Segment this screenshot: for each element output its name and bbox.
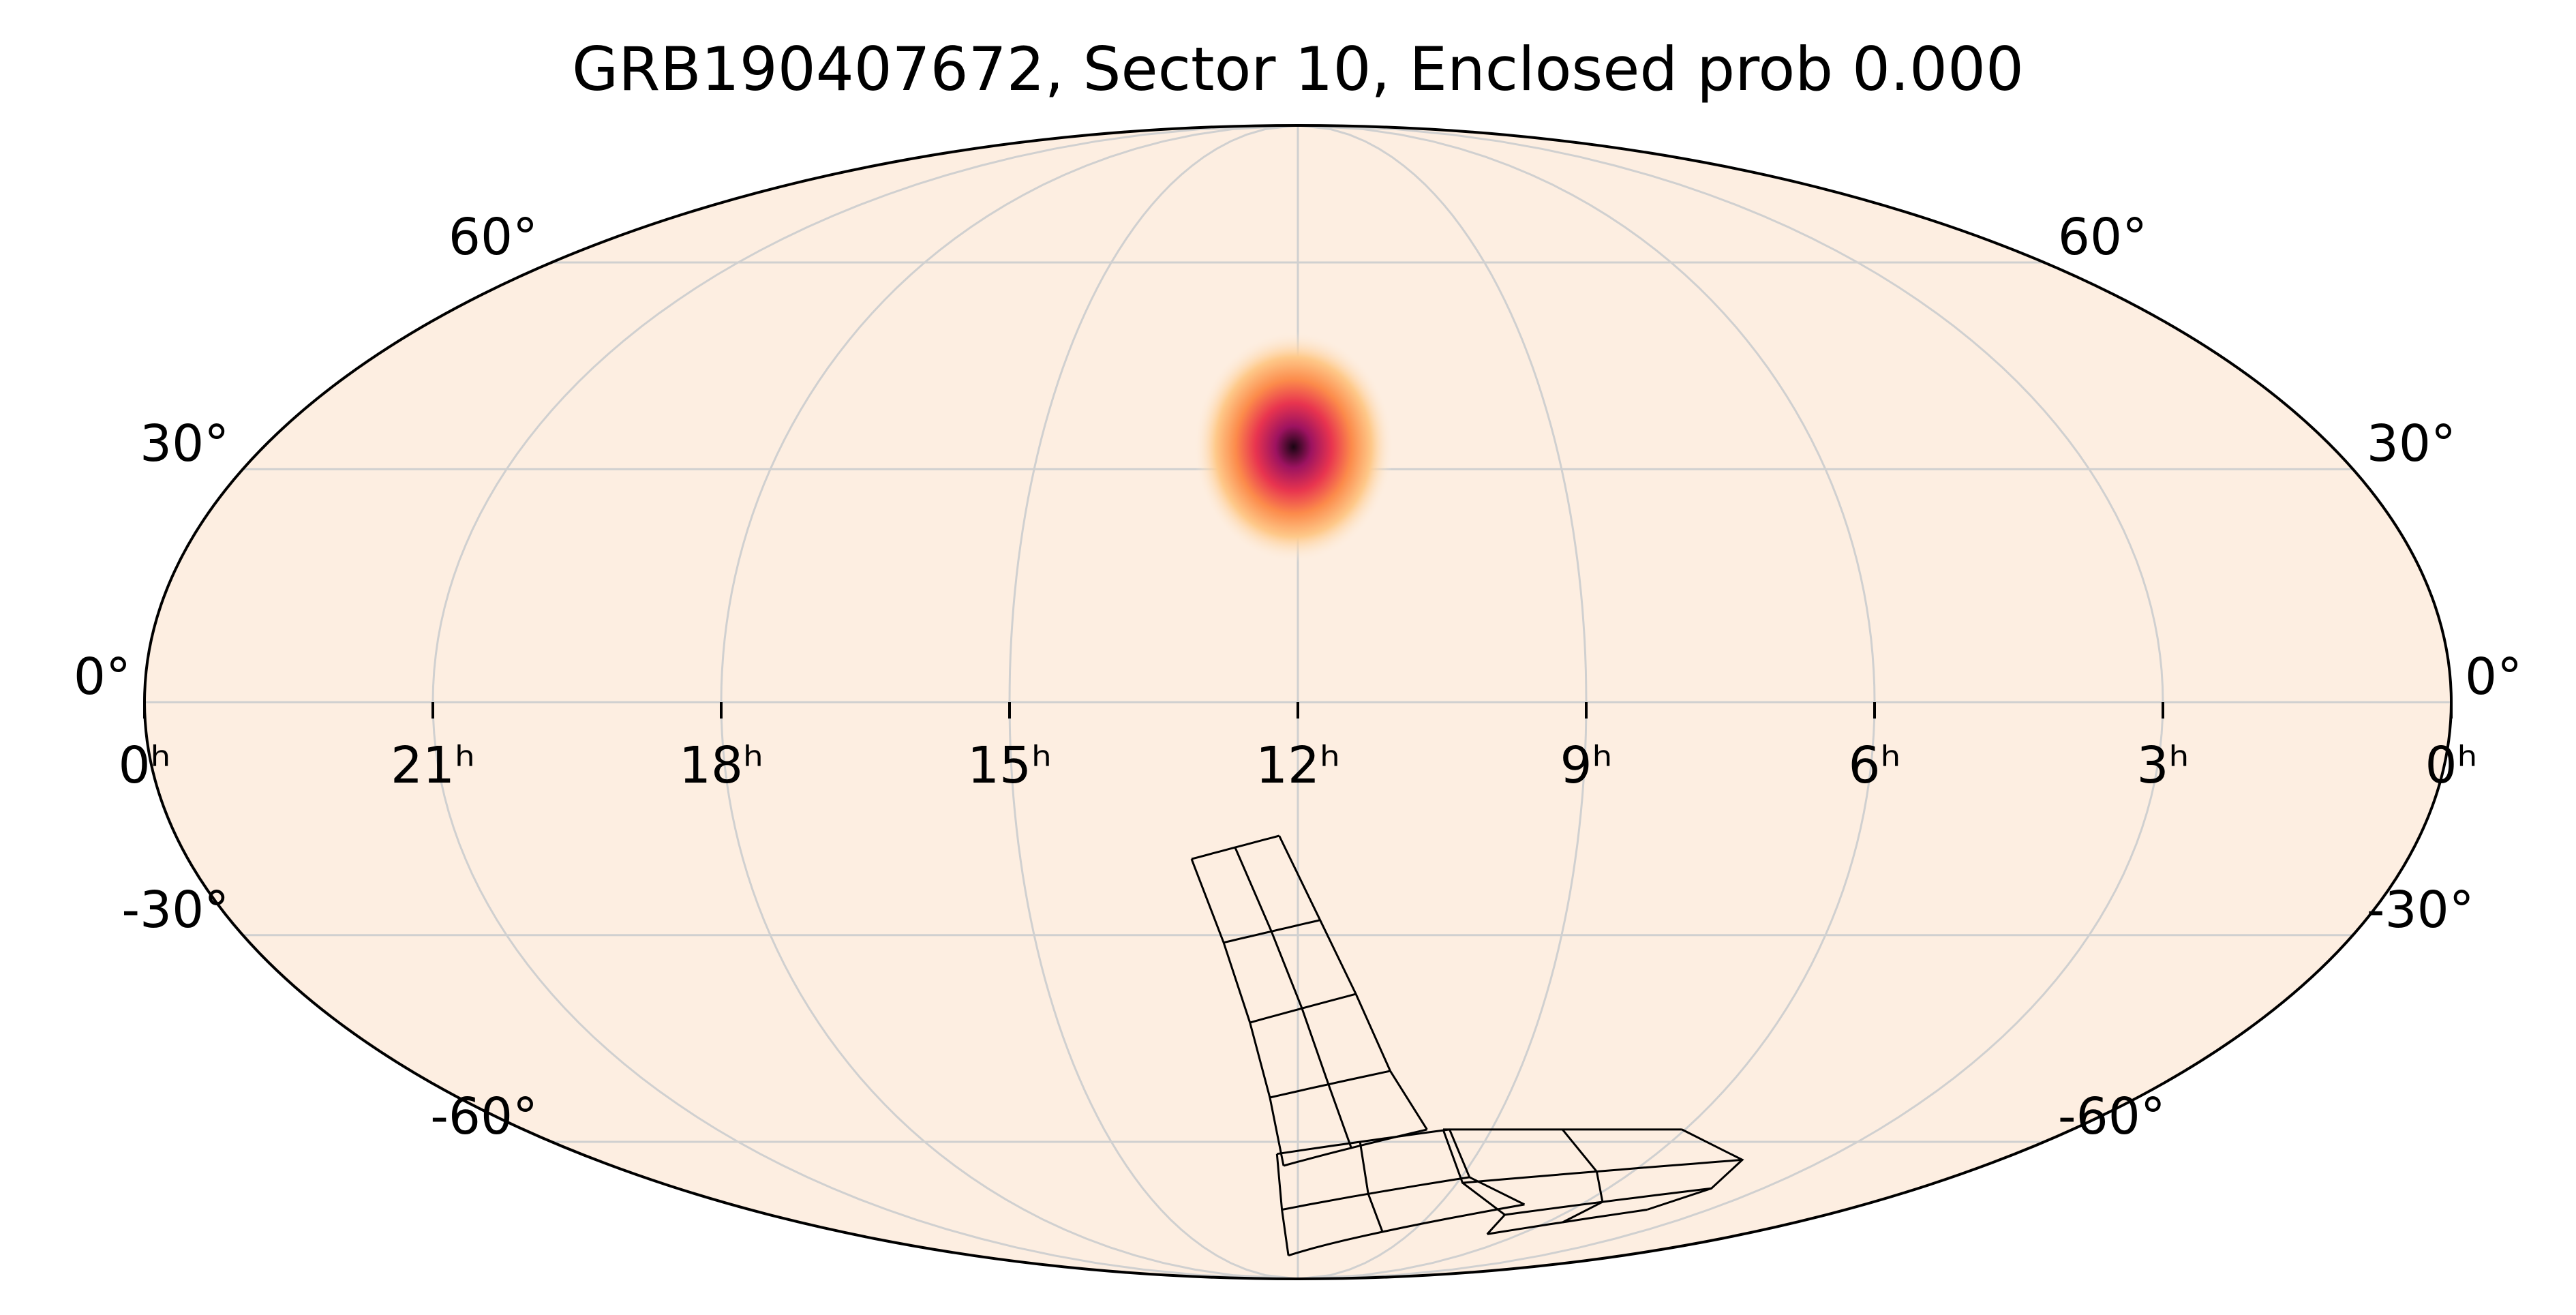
y-tick-label-left: -60° — [430, 1087, 538, 1146]
ccd-edge — [1449, 1129, 1526, 1206]
ccd-edge — [1359, 1141, 1384, 1233]
y-tick-label-right: 60° — [2058, 208, 2147, 267]
camera-footprint — [1275, 1128, 1526, 1257]
x-tick-label: 0ʰ — [2425, 736, 2478, 795]
y-tick-label-left: 30° — [140, 414, 229, 473]
y-tick-label-right: 0° — [2465, 648, 2522, 706]
x-tick-label: 12ʰ — [1256, 736, 1340, 795]
y-tick-label-right: -60° — [2058, 1087, 2166, 1146]
x-tick-label: 3ʰ — [2137, 736, 2189, 795]
ccd-edge — [1234, 847, 1352, 1149]
x-tick-label: 15ʰ — [967, 736, 1052, 795]
axis-ticks: 0ʰ 21ʰ 18ʰ 15ʰ 12ʰ 9ʰ 6ʰ 3ʰ 0ʰ 60° 30° 0° -30° -60° 60… — [74, 208, 2522, 1146]
camera-footprint — [1442, 1128, 1744, 1235]
ccd-edge — [1278, 835, 1428, 1130]
x-tick-label: 18ʰ — [679, 736, 763, 795]
ccd-edge — [1190, 858, 1285, 1166]
x-tick-label: 0ʰ — [119, 736, 171, 795]
x-tick-label: 21ʰ — [391, 736, 475, 795]
ccd-edge — [1442, 1129, 1506, 1235]
y-tick-label-right: 30° — [2367, 414, 2456, 473]
probability-heatmap — [1194, 331, 1394, 562]
y-tick-label-left: 60° — [449, 208, 538, 267]
y-tick-label-left: 0° — [74, 648, 131, 706]
x-tick-label: 9ʰ — [1560, 736, 1613, 795]
x-tick-label: 6ʰ — [1849, 736, 1901, 795]
ccd-edge — [1562, 1128, 1604, 1224]
chart-title: GRB190407672, Sector 10, Enclosed prob 0… — [572, 34, 2024, 104]
sector-footprint — [1190, 834, 1744, 1257]
ccd-edge — [1275, 1153, 1290, 1256]
camera-footprint — [1190, 834, 1428, 1167]
y-tick-label-right: -30° — [2367, 881, 2474, 939]
ccd-edge — [1646, 1128, 1744, 1211]
y-tick-label-left: -30° — [121, 881, 229, 939]
probability-peak — [1194, 331, 1394, 562]
